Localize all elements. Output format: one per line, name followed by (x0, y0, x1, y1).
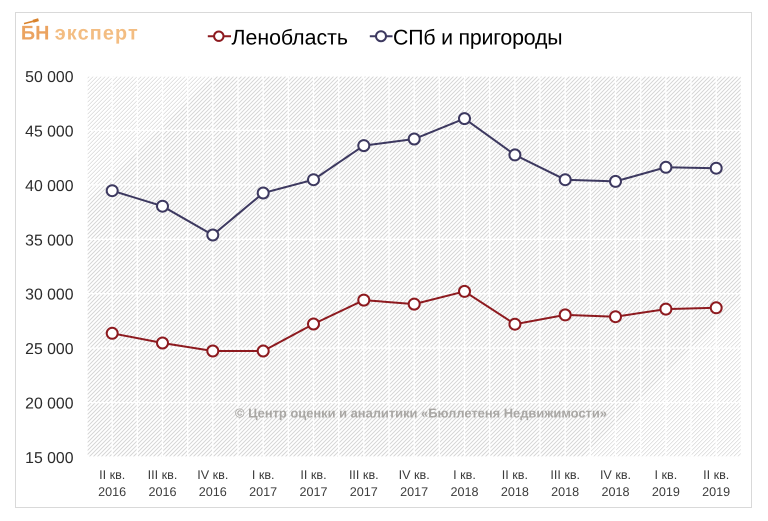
svg-text:20 000: 20 000 (25, 396, 74, 413)
svg-text:IV кв.: IV кв. (197, 468, 228, 482)
svg-text:2018: 2018 (450, 485, 478, 499)
svg-text:2017: 2017 (400, 485, 428, 499)
svg-text:II кв.: II кв. (502, 468, 528, 482)
svg-text:III кв.: III кв. (148, 468, 178, 482)
svg-text:40 000: 40 000 (25, 178, 74, 195)
svg-text:2018: 2018 (501, 485, 529, 499)
svg-text:I кв.: I кв. (655, 468, 678, 482)
svg-text:2019: 2019 (652, 485, 680, 499)
svg-text:II кв.: II кв. (300, 468, 326, 482)
svg-text:2016: 2016 (98, 485, 126, 499)
svg-text:II кв.: II кв. (703, 468, 729, 482)
svg-text:2016: 2016 (148, 485, 176, 499)
svg-text:45 000: 45 000 (25, 123, 74, 140)
svg-text:50 000: 50 000 (25, 69, 74, 86)
svg-text:эксперт: эксперт (55, 23, 138, 45)
svg-text:25 000: 25 000 (25, 341, 74, 358)
svg-text:III кв.: III кв. (550, 468, 580, 482)
svg-text:Ленобласть: Ленобласть (232, 26, 348, 50)
svg-text:2017: 2017 (299, 485, 327, 499)
svg-text:2018: 2018 (551, 485, 579, 499)
svg-text:I кв.: I кв. (252, 468, 275, 482)
svg-text:2017: 2017 (249, 485, 277, 499)
svg-text:2016: 2016 (199, 485, 227, 499)
svg-text:15 000: 15 000 (25, 450, 74, 467)
svg-text:II кв.: II кв. (99, 468, 125, 482)
svg-text:СПб и пригороды: СПб и пригороды (393, 26, 563, 50)
svg-text:БН: БН (21, 23, 50, 45)
svg-text:2018: 2018 (601, 485, 629, 499)
svg-text:30 000: 30 000 (25, 287, 74, 304)
svg-text:2019: 2019 (702, 485, 730, 499)
svg-text:III кв.: III кв. (349, 468, 379, 482)
svg-text:I кв.: I кв. (453, 468, 476, 482)
svg-text:IV кв.: IV кв. (600, 468, 631, 482)
svg-text:© Центр оценки и аналитики «Бю: © Центр оценки и аналитики «Бюллетеня Не… (235, 406, 607, 421)
svg-text:2017: 2017 (350, 485, 378, 499)
svg-text:IV кв.: IV кв. (399, 468, 430, 482)
svg-text:35 000: 35 000 (25, 232, 74, 249)
